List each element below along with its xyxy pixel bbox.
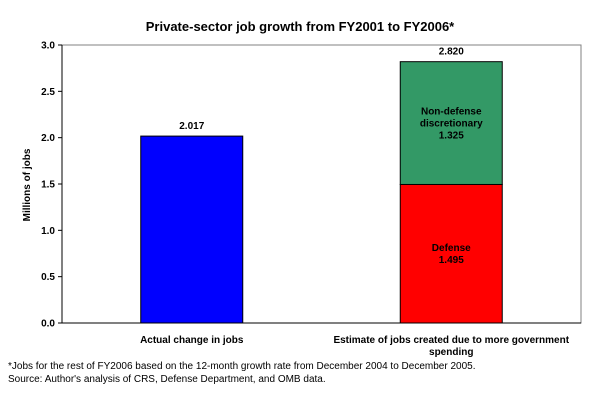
x-category-label: spending: [429, 347, 473, 358]
bar-segment: [399, 183, 503, 324]
y-tick-label: 0.0: [41, 319, 55, 330]
bar-total-label: 2.820: [439, 47, 464, 58]
segment-data-label: 1.325: [439, 131, 464, 142]
y-tick-label: 2.5: [41, 87, 55, 98]
bar-segment: [399, 61, 503, 185]
x-category-label: Actual change in jobs: [140, 335, 244, 346]
source-note: Source: Author's analysis of CRS, Defens…: [8, 374, 326, 385]
y-tick-label: 1.0: [41, 226, 55, 237]
y-axis-label: Millions of jobs: [22, 148, 33, 221]
segment-data-label: 1.495: [439, 255, 464, 266]
plot-frame: [61, 44, 582, 324]
x-category-label: Estimate of jobs created due to more gov…: [333, 335, 569, 346]
segment-data-label: discretionary: [420, 119, 483, 130]
y-tick-label: 0.5: [41, 272, 55, 283]
bar-total-label: 2.017: [179, 121, 204, 132]
chart-title: Private-sector job growth from FY2001 to…: [146, 19, 455, 34]
y-tick-label: 1.5: [41, 180, 55, 191]
y-tick-label: 2.0: [41, 133, 55, 144]
bar-segment: [140, 135, 244, 324]
y-tick-label: 3.0: [41, 41, 55, 52]
footnote: *Jobs for the rest of FY2006 based on th…: [8, 361, 476, 372]
segment-data-label: Defense: [432, 243, 471, 254]
segment-data-label: Non-defense: [421, 107, 482, 118]
